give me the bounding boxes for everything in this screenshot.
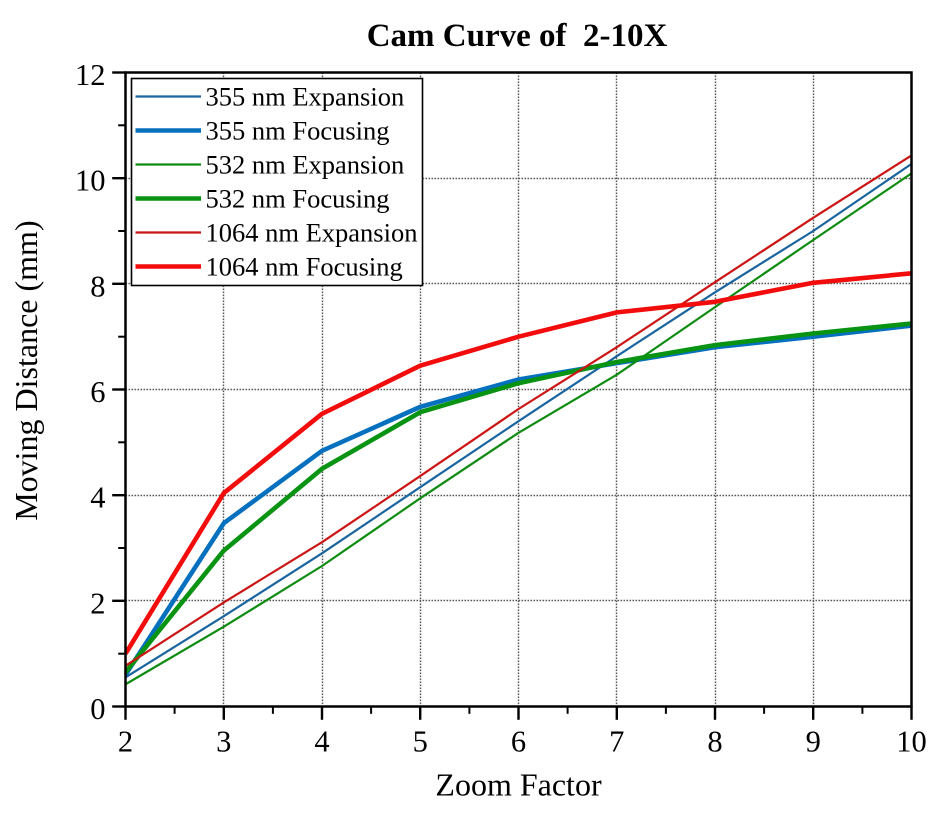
svg-text:4: 4 — [314, 724, 329, 758]
svg-text:5: 5 — [413, 724, 428, 758]
svg-text:355 nm Expansion: 355 nm Expansion — [206, 82, 405, 112]
svg-text:0: 0 — [90, 692, 105, 726]
svg-text:1064 nm Focusing: 1064 nm Focusing — [206, 252, 403, 282]
svg-text:Zoom Factor: Zoom Factor — [435, 767, 602, 803]
svg-text:Cam Curve of 2-10X: Cam Curve of 2-10X — [367, 18, 668, 54]
svg-text:12: 12 — [75, 58, 106, 92]
svg-text:1064 nm Expansion: 1064 nm Expansion — [206, 218, 418, 248]
svg-text:7: 7 — [609, 724, 624, 758]
svg-text:4: 4 — [90, 481, 105, 515]
svg-text:8: 8 — [90, 269, 105, 303]
svg-text:2: 2 — [90, 586, 105, 620]
svg-text:2: 2 — [118, 724, 133, 758]
svg-text:6: 6 — [90, 375, 105, 409]
svg-text:532 nm Expansion: 532 nm Expansion — [206, 150, 405, 180]
svg-text:Moving Distance (mm): Moving Distance (mm) — [8, 220, 44, 520]
svg-text:6: 6 — [511, 724, 526, 758]
svg-text:532 nm Focusing: 532 nm Focusing — [206, 184, 390, 214]
svg-text:8: 8 — [707, 724, 722, 758]
svg-text:10: 10 — [896, 724, 927, 758]
svg-text:9: 9 — [806, 724, 821, 758]
svg-text:3: 3 — [216, 724, 231, 758]
svg-text:355 nm Focusing: 355 nm Focusing — [206, 116, 390, 146]
svg-text:10: 10 — [75, 164, 106, 198]
